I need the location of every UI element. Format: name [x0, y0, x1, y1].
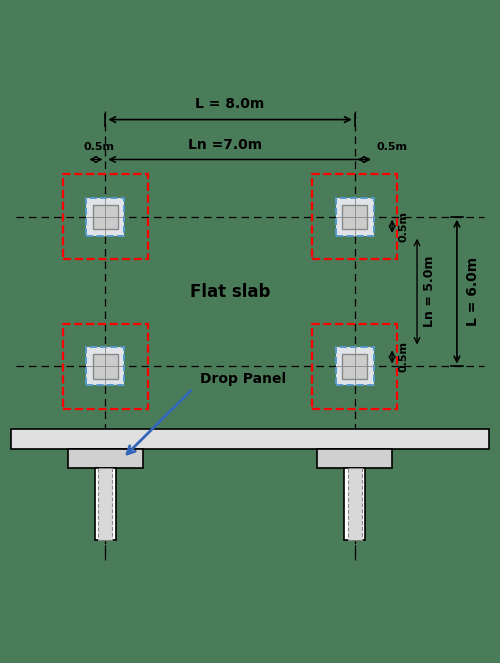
Bar: [93, 204, 118, 229]
Text: 0.5m: 0.5m: [84, 142, 115, 152]
Bar: [342, 354, 367, 379]
Bar: [348, 467, 362, 540]
Bar: [312, 324, 397, 409]
Bar: [336, 198, 374, 236]
Text: Ln =7.0m: Ln =7.0m: [188, 138, 262, 152]
Text: L = 6.0m: L = 6.0m: [466, 257, 480, 326]
Bar: [342, 204, 367, 229]
Bar: [312, 174, 397, 259]
Bar: [336, 347, 374, 385]
Bar: [10, 429, 490, 449]
Text: 0.5m: 0.5m: [398, 341, 408, 373]
Bar: [95, 467, 116, 540]
Text: L = 8.0m: L = 8.0m: [196, 97, 264, 111]
Text: Drop Panel: Drop Panel: [200, 372, 286, 386]
Bar: [68, 449, 143, 467]
Bar: [63, 174, 148, 259]
Bar: [318, 449, 392, 467]
Text: 0.5m: 0.5m: [376, 142, 407, 152]
Bar: [86, 347, 124, 385]
Bar: [344, 467, 365, 540]
Bar: [93, 354, 118, 379]
Text: Flat slab: Flat slab: [190, 282, 270, 300]
Bar: [98, 467, 112, 540]
Text: Ln = 5.0m: Ln = 5.0m: [423, 256, 436, 328]
Bar: [63, 324, 148, 409]
Bar: [86, 198, 124, 236]
Text: 0.5m: 0.5m: [398, 211, 408, 242]
